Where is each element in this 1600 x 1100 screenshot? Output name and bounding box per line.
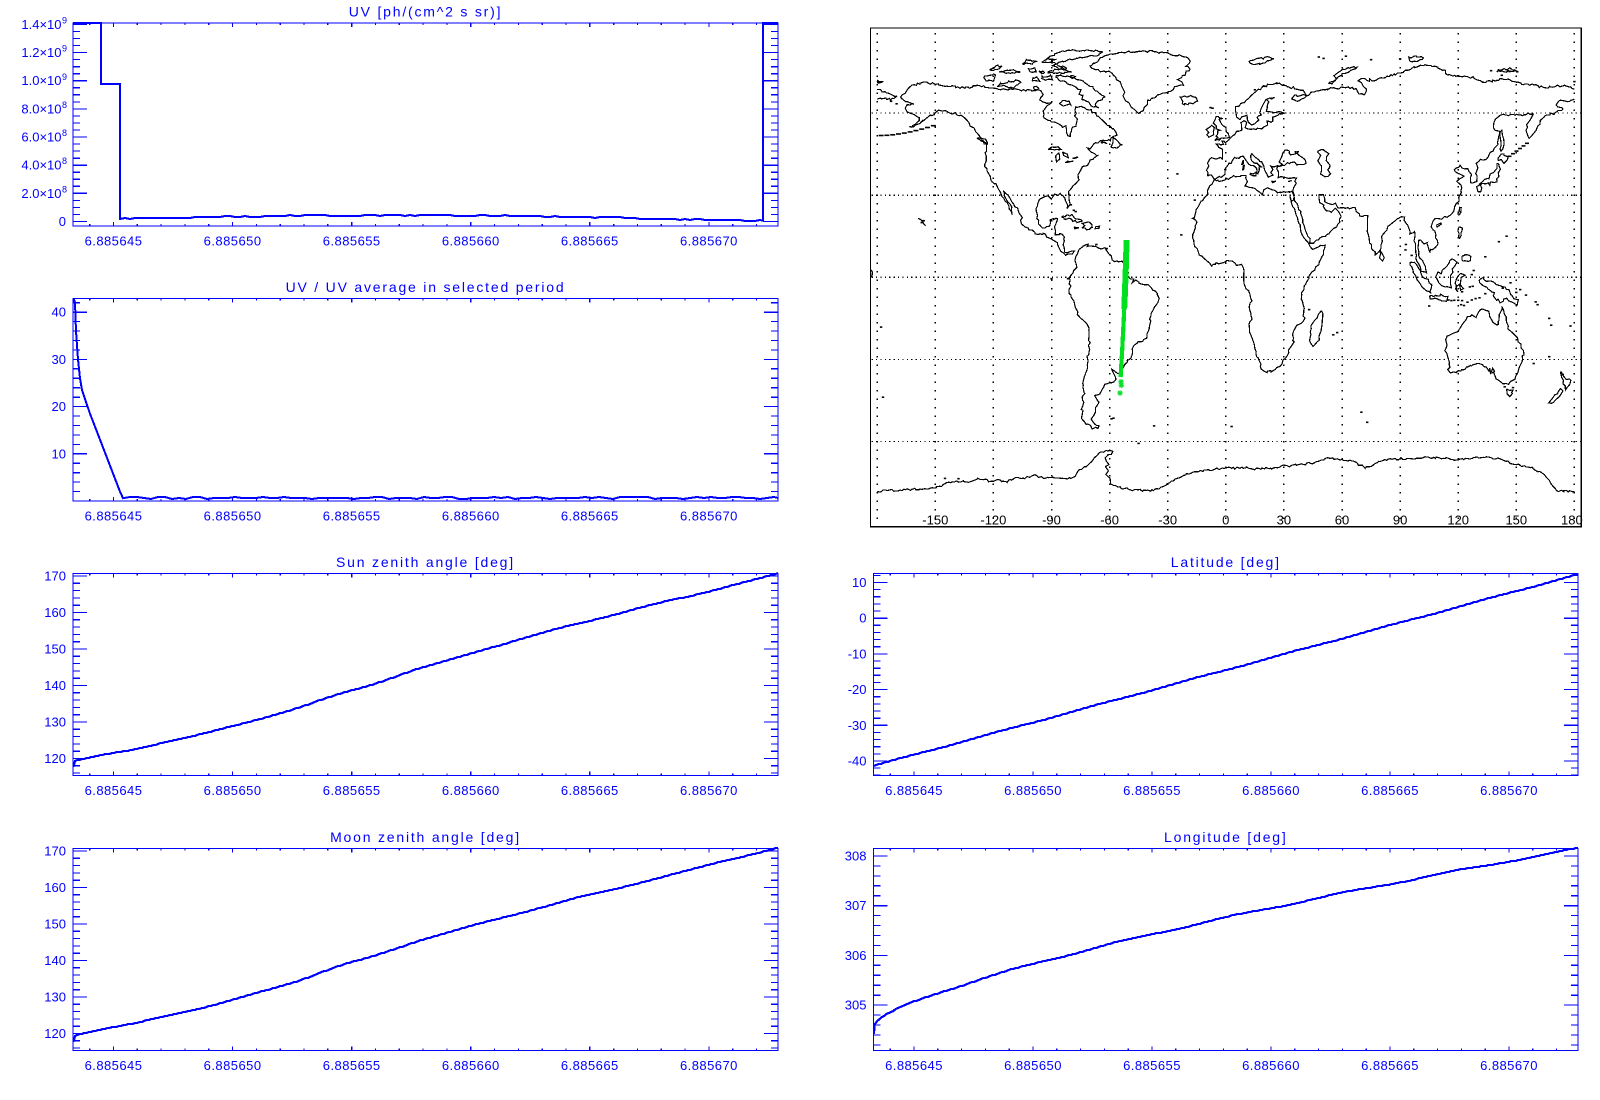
svg-text:9: 9 (62, 16, 67, 26)
svg-text:6.885655: 6.885655 (323, 234, 381, 249)
svg-text:170: 170 (44, 844, 66, 859)
svg-text:8: 8 (62, 128, 67, 138)
svg-text:130: 130 (44, 990, 66, 1005)
svg-text:120: 120 (44, 1026, 66, 1041)
svg-text:6.0×10: 6.0×10 (21, 130, 61, 145)
svg-text:60: 60 (1335, 513, 1349, 528)
svg-text:1.0×10: 1.0×10 (21, 73, 61, 88)
svg-text:308: 308 (845, 849, 867, 864)
svg-text:-40: -40 (848, 754, 867, 769)
svg-text:1.2×10: 1.2×10 (21, 45, 61, 60)
svg-text:-30: -30 (848, 718, 867, 733)
svg-text:6.885665: 6.885665 (561, 234, 619, 249)
svg-text:6.885655: 6.885655 (323, 1058, 381, 1073)
svg-text:6.885645: 6.885645 (85, 509, 143, 524)
svg-text:Latitude [deg]: Latitude [deg] (1171, 554, 1281, 570)
svg-text:6.885660: 6.885660 (442, 509, 500, 524)
svg-text:6.885665: 6.885665 (561, 1058, 619, 1073)
svg-text:6.885665: 6.885665 (1361, 1058, 1419, 1073)
svg-text:40: 40 (52, 305, 66, 320)
svg-text:6.885645: 6.885645 (85, 783, 143, 798)
svg-text:6.885650: 6.885650 (1004, 1058, 1062, 1073)
svg-text:6.885650: 6.885650 (204, 234, 262, 249)
svg-text:-60: -60 (1100, 513, 1119, 528)
svg-text:9: 9 (62, 44, 67, 54)
svg-text:6.885670: 6.885670 (1480, 783, 1538, 798)
svg-text:160: 160 (44, 880, 66, 895)
svg-text:1.4×10: 1.4×10 (21, 17, 61, 32)
svg-text:6.885670: 6.885670 (680, 1058, 738, 1073)
svg-text:30: 30 (52, 352, 66, 367)
svg-text:-90: -90 (1042, 513, 1061, 528)
svg-text:6.885650: 6.885650 (204, 1058, 262, 1073)
svg-text:Longitude [deg]: Longitude [deg] (1164, 829, 1288, 845)
svg-text:6.885670: 6.885670 (680, 234, 738, 249)
svg-text:180: 180 (1561, 513, 1583, 528)
svg-text:-150: -150 (922, 513, 948, 528)
svg-text:130: 130 (44, 715, 66, 730)
svg-text:150: 150 (1505, 513, 1527, 528)
svg-text:6.885670: 6.885670 (680, 509, 738, 524)
svg-text:305: 305 (845, 998, 867, 1013)
svg-text:0: 0 (59, 214, 66, 229)
svg-text:-30: -30 (1158, 513, 1177, 528)
svg-text:6.885660: 6.885660 (1242, 1058, 1300, 1073)
svg-text:6.885650: 6.885650 (204, 509, 262, 524)
svg-text:UV / UV average in selected pe: UV / UV average in selected period (286, 279, 566, 295)
svg-text:6.885660: 6.885660 (442, 1058, 500, 1073)
svg-text:9: 9 (62, 72, 67, 82)
svg-text:6.885660: 6.885660 (442, 234, 500, 249)
svg-text:8.0×10: 8.0×10 (21, 101, 61, 116)
svg-text:6.885655: 6.885655 (1123, 1058, 1181, 1073)
svg-text:6.885660: 6.885660 (442, 783, 500, 798)
svg-text:10: 10 (52, 446, 66, 461)
svg-text:6.885650: 6.885650 (1004, 783, 1062, 798)
svg-text:6.885655: 6.885655 (323, 783, 381, 798)
svg-text:6.885665: 6.885665 (1361, 783, 1419, 798)
svg-text:6.885655: 6.885655 (1123, 783, 1181, 798)
svg-text:6.885670: 6.885670 (680, 783, 738, 798)
svg-text:307: 307 (845, 898, 867, 913)
svg-text:306: 306 (845, 948, 867, 963)
svg-text:6.885645: 6.885645 (85, 234, 143, 249)
svg-text:4.0×10: 4.0×10 (21, 158, 61, 173)
svg-text:8: 8 (62, 100, 67, 110)
svg-text:6.885645: 6.885645 (885, 1058, 943, 1073)
svg-text:8: 8 (62, 184, 67, 194)
svg-text:120: 120 (1447, 513, 1469, 528)
svg-text:6.885645: 6.885645 (85, 1058, 143, 1073)
svg-text:90: 90 (1393, 513, 1407, 528)
svg-text:6.885665: 6.885665 (561, 509, 619, 524)
svg-text:Moon zenith angle [deg]: Moon zenith angle [deg] (330, 829, 521, 845)
svg-text:140: 140 (44, 953, 66, 968)
svg-text:Sun zenith angle [deg]: Sun zenith angle [deg] (336, 554, 515, 570)
svg-text:8: 8 (62, 156, 67, 166)
svg-text:10: 10 (852, 575, 866, 590)
svg-text:150: 150 (44, 917, 66, 932)
svg-text:6.885645: 6.885645 (885, 783, 943, 798)
svg-text:6.885655: 6.885655 (323, 509, 381, 524)
svg-text:160: 160 (44, 605, 66, 620)
svg-text:0: 0 (859, 611, 866, 626)
svg-text:2.0×10: 2.0×10 (21, 186, 61, 201)
svg-text:UV [ph/(cm^2 s sr)]: UV [ph/(cm^2 s sr)] (349, 4, 503, 20)
svg-text:6.885665: 6.885665 (561, 783, 619, 798)
svg-text:120: 120 (44, 751, 66, 766)
svg-text:-10: -10 (848, 646, 867, 661)
svg-text:150: 150 (44, 642, 66, 657)
svg-text:30: 30 (1277, 513, 1291, 528)
svg-text:-120: -120 (980, 513, 1006, 528)
svg-text:20: 20 (52, 399, 66, 414)
svg-text:170: 170 (44, 569, 66, 584)
svg-text:0: 0 (1222, 513, 1229, 528)
svg-text:6.885660: 6.885660 (1242, 783, 1300, 798)
svg-text:140: 140 (44, 678, 66, 693)
svg-text:6.885650: 6.885650 (204, 783, 262, 798)
svg-text:6.885670: 6.885670 (1480, 1058, 1538, 1073)
svg-text:-20: -20 (848, 682, 867, 697)
